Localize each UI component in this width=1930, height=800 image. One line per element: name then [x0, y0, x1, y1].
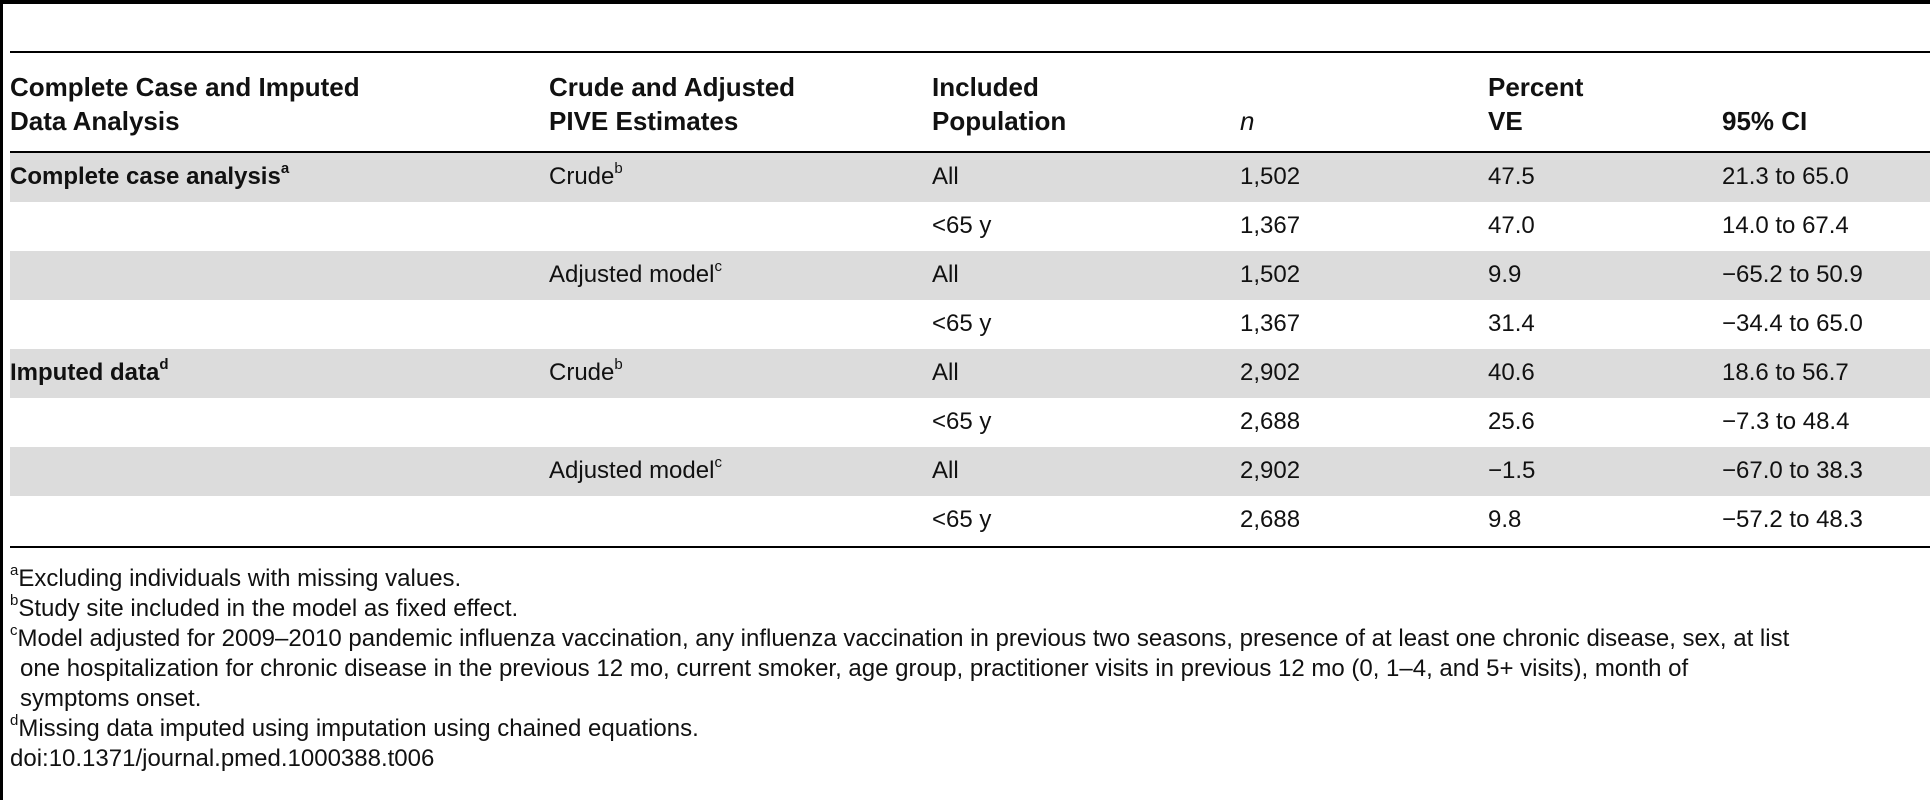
- table-row: Adjusted modelc All 2,902 −1.5 −67.0 to …: [10, 447, 1930, 496]
- group-footnote-mark: d: [159, 356, 169, 373]
- footnotes: aExcluding individuals with missing valu…: [10, 562, 1920, 774]
- doi-citation: doi:10.1371/journal.pmed.1000388.t006: [10, 745, 435, 772]
- estimate-label: Crude: [549, 163, 615, 190]
- table-top-rule: [10, 51, 1930, 53]
- table-row: Complete case analysisa Crudeb All 1,502…: [10, 153, 1930, 202]
- estimate-footnote-mark: b: [614, 160, 623, 177]
- group-label: Imputed data: [10, 359, 160, 386]
- population-cell: All: [932, 457, 959, 484]
- ve-cell: 40.6: [1488, 359, 1535, 386]
- footnote-c: cModel adjusted for 2009–2010 pandemic i…: [10, 622, 1920, 654]
- header-col5-line1: Percent: [1488, 72, 1584, 102]
- footnote-c-continued: symptoms onset.: [20, 685, 202, 712]
- header-col5-line2: VE: [1488, 106, 1523, 136]
- header-col3-line1: Included: [932, 72, 1039, 102]
- table-row: <65 y 2,688 25.6 −7.3 to 48.4: [10, 398, 1930, 447]
- estimate-footnote-mark: c: [714, 454, 722, 471]
- footnote-d: dMissing data imputed using imputation u…: [10, 712, 1920, 744]
- footnote-text: Missing data imputed using imputation us…: [18, 715, 699, 742]
- ve-cell: 9.9: [1488, 261, 1522, 288]
- table-row: <65 y 1,367 31.4 −34.4 to 65.0: [10, 300, 1930, 349]
- footnote-b: bStudy site included in the model as fix…: [10, 592, 1920, 624]
- footnote-text: Model adjusted for 2009–2010 pandemic in…: [17, 625, 1790, 652]
- header-col3-line2: Population: [932, 106, 1067, 136]
- footnote-a: aExcluding individuals with missing valu…: [10, 562, 1920, 594]
- left-border: [0, 0, 3, 800]
- n-cell: 2,902: [1240, 457, 1301, 484]
- footnote-mark: b: [10, 592, 19, 609]
- footnote-text: Excluding individuals with missing value…: [18, 565, 462, 592]
- population-cell: <65 y: [932, 506, 992, 533]
- population-cell: <65 y: [932, 310, 992, 337]
- ve-cell: 31.4: [1488, 310, 1535, 337]
- estimate-label: Adjusted model: [549, 261, 715, 288]
- n-cell: 2,688: [1240, 506, 1301, 533]
- estimate-label: Adjusted model: [549, 457, 715, 484]
- header-n: n: [1240, 104, 1254, 138]
- ve-cell: 25.6: [1488, 408, 1535, 435]
- footnote-mark: c: [10, 622, 18, 639]
- ci-cell: −34.4 to 65.0: [1722, 310, 1863, 337]
- header-n-label: n: [1240, 106, 1255, 136]
- population-cell: <65 y: [932, 408, 992, 435]
- header-col1-line1: Complete Case and Imputed: [10, 72, 360, 102]
- footnote-mark: a: [10, 562, 19, 579]
- table-row: <65 y 2,688 9.8 −57.2 to 48.3: [10, 496, 1930, 545]
- estimate-footnote-mark: b: [614, 356, 623, 373]
- header-col1-line2: Data Analysis: [10, 106, 180, 136]
- ci-cell: −67.0 to 38.3: [1722, 457, 1863, 484]
- table-row: Adjusted modelc All 1,502 9.9 −65.2 to 5…: [10, 251, 1930, 300]
- ve-cell: 47.0: [1488, 212, 1535, 239]
- n-cell: 2,902: [1240, 359, 1301, 386]
- estimate-cell: Crudeb: [549, 349, 623, 398]
- footnote-mark: d: [10, 712, 19, 729]
- table-header: Complete Case and Imputed Data Analysis …: [0, 53, 1930, 151]
- table-body: Complete case analysisa Crudeb All 1,502…: [10, 153, 1930, 545]
- population-cell: All: [932, 163, 959, 190]
- header-col2-line1: Crude and Adjusted: [549, 72, 796, 102]
- table-row: Imputed datad Crudeb All 2,902 40.6 18.6…: [10, 349, 1930, 398]
- header-col2-line2: PIVE Estimates: [549, 106, 739, 136]
- estimate-label: Crude: [549, 359, 615, 386]
- group-cell: Complete case analysisa: [10, 153, 289, 202]
- table-row: <65 y 1,367 47.0 14.0 to 67.4: [10, 202, 1930, 251]
- ci-cell: −65.2 to 50.9: [1722, 261, 1863, 288]
- population-cell: All: [932, 359, 959, 386]
- top-border: [0, 0, 1930, 4]
- n-cell: 1,367: [1240, 212, 1301, 239]
- ve-cell: −1.5: [1488, 457, 1536, 484]
- n-cell: 2,688: [1240, 408, 1301, 435]
- ci-cell: 21.3 to 65.0: [1722, 163, 1849, 190]
- estimate-cell: Adjusted modelc: [549, 251, 722, 300]
- n-cell: 1,502: [1240, 163, 1301, 190]
- group-cell: Imputed datad: [10, 349, 169, 398]
- n-cell: 1,367: [1240, 310, 1301, 337]
- header-rule: [10, 151, 1930, 153]
- estimate-footnote-mark: c: [714, 258, 722, 275]
- ci-cell: −57.2 to 48.3: [1722, 506, 1863, 533]
- header-ci: 95% CI: [1722, 106, 1808, 136]
- population-cell: All: [932, 261, 959, 288]
- ve-cell: 9.8: [1488, 506, 1522, 533]
- estimate-cell: Adjusted modelc: [549, 447, 722, 496]
- footnote-c-continued: one hospitalization for chronic disease …: [20, 655, 1689, 682]
- table-bottom-rule: [10, 546, 1930, 548]
- ci-cell: −7.3 to 48.4: [1722, 408, 1850, 435]
- ci-cell: 14.0 to 67.4: [1722, 212, 1849, 239]
- group-footnote-mark: a: [280, 160, 290, 177]
- population-cell: <65 y: [932, 212, 992, 239]
- group-label: Complete case analysis: [10, 163, 281, 190]
- n-cell: 1,502: [1240, 261, 1301, 288]
- footnote-text: Study site included in the model as fixe…: [18, 595, 519, 622]
- estimate-cell: Crudeb: [549, 153, 623, 202]
- ci-cell: 18.6 to 56.7: [1722, 359, 1849, 386]
- ve-cell: 47.5: [1488, 163, 1535, 190]
